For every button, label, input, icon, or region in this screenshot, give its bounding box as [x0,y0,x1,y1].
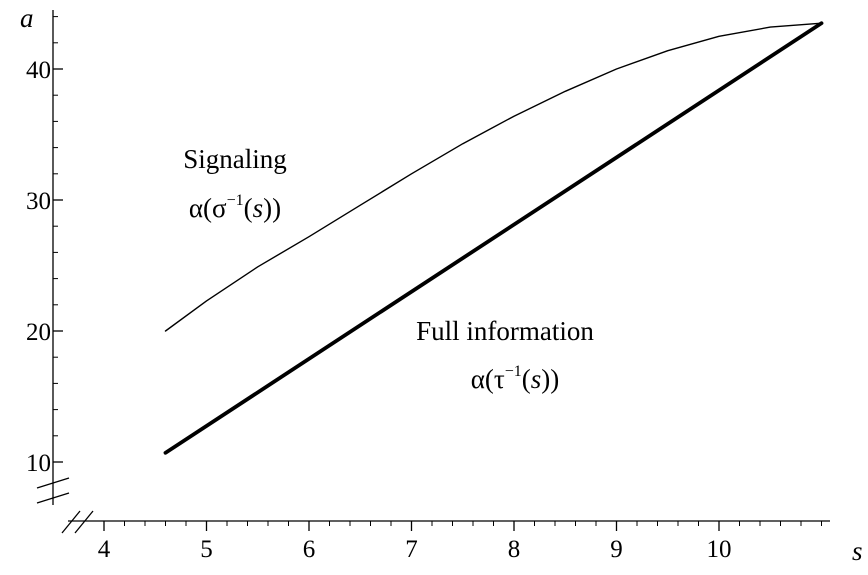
y-tick-label: 30 [26,188,51,215]
y-tick-label: 10 [26,450,51,477]
x-axis-label: s [852,536,863,566]
y-tick-label: 20 [26,319,51,346]
y-break-stroke [36,492,70,504]
x-break-stroke [74,510,94,534]
x-tick-label: 4 [98,536,111,563]
y-axis-break-mark [36,477,70,504]
series-line-signaling [164,22,823,332]
x-ticks: 4 5 6 7 8 9 10 [98,521,732,563]
y-axis-label: a [20,3,34,33]
full-information-label: Full information [416,316,594,346]
x-break-stroke [61,510,81,534]
x-tick-label: 5 [200,536,213,563]
y-break-stroke [36,477,70,489]
x-tick-label: 9 [610,536,623,563]
x-tick-label: 6 [303,536,316,563]
x-tick-label: 10 [707,536,732,563]
series-line-full-information [163,21,824,455]
signaling-formula: α(σ−1(s)) [189,192,281,223]
series-lines [163,21,824,455]
signaling-label: Signaling [183,144,287,174]
x-axis-break-mark [61,510,94,534]
y-ticks: 10 20 30 40 [26,57,63,477]
y-tick-label: 40 [26,57,51,84]
x-tick-label: 7 [405,536,418,563]
full-information-formula: α(τ−1(s)) [471,363,560,394]
axes: 4 5 6 7 8 9 10 10 20 30 40 [26,10,830,563]
x-tick-label: 8 [508,536,521,563]
